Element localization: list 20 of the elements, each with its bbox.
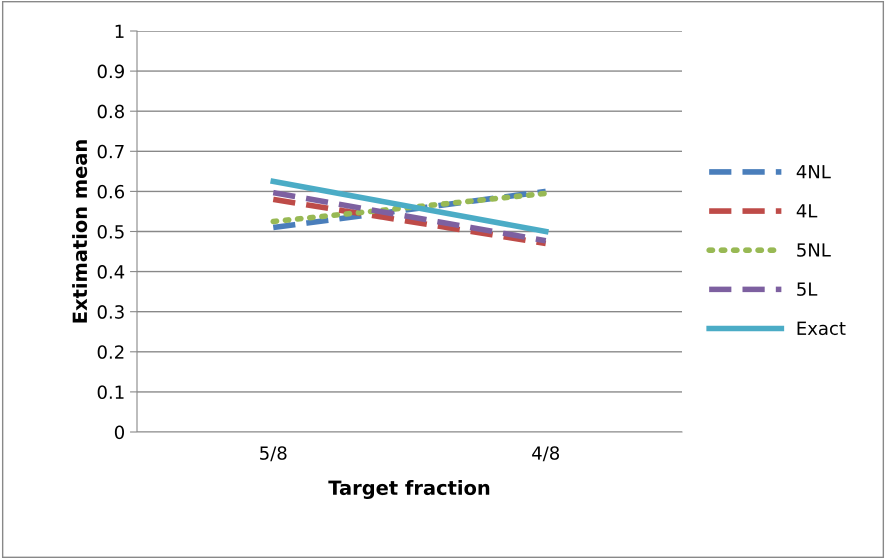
y-tick-label: 0.4 bbox=[98, 265, 124, 279]
x-tick-label: 5/8 bbox=[260, 446, 287, 462]
y-tick-label: 0.7 bbox=[98, 144, 124, 158]
legend-label: 4L bbox=[796, 204, 818, 218]
y-tick-label: 0.2 bbox=[98, 345, 124, 359]
y-tick-label: 0.5 bbox=[98, 224, 124, 239]
y-axis-title: Extimation mean bbox=[72, 140, 88, 322]
y-tick-label: 0.1 bbox=[98, 385, 124, 400]
y-tick-label: 0.6 bbox=[98, 184, 124, 199]
y-tick-label: 0.8 bbox=[98, 104, 124, 118]
x-tick-label: 4/8 bbox=[532, 446, 560, 462]
y-tick-label: 0.3 bbox=[98, 305, 124, 319]
y-tick-label: 1 bbox=[116, 24, 124, 38]
legend-label: 5L bbox=[797, 282, 818, 296]
legend-label: Exact bbox=[798, 322, 846, 336]
legend-label: 4NL bbox=[796, 165, 831, 178]
y-tick-label: 0 bbox=[114, 425, 124, 440]
y-tick-label: 0.9 bbox=[98, 64, 124, 78]
legend-label: 5NL bbox=[797, 243, 831, 257]
x-axis-title: Target fraction bbox=[328, 480, 490, 499]
